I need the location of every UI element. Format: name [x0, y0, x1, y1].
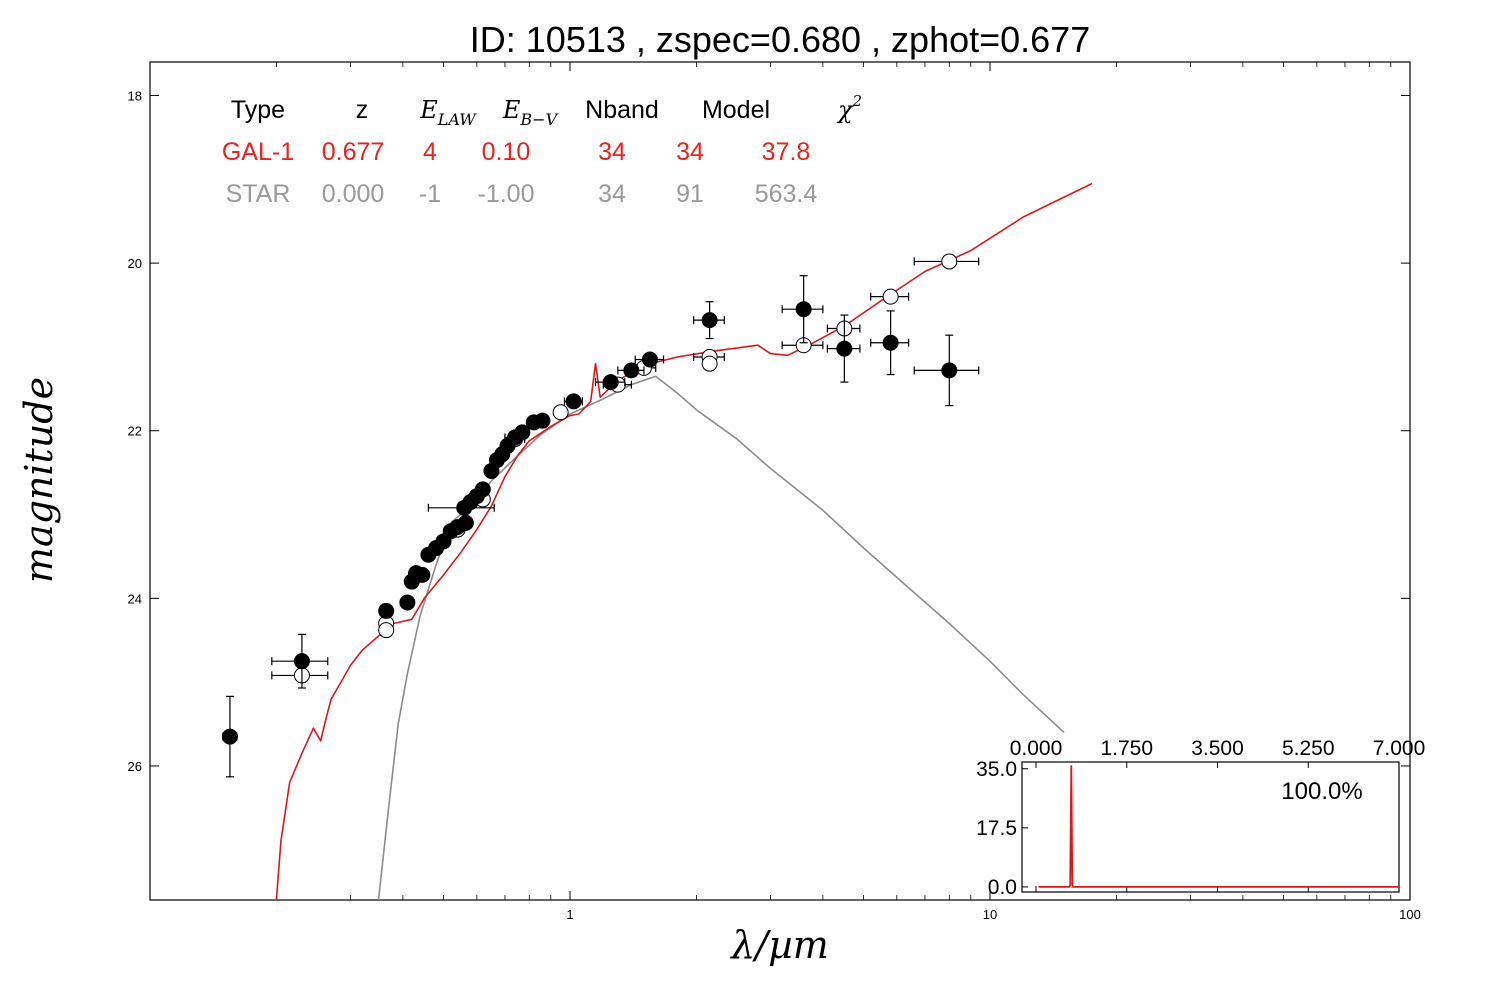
star-model-curve: [377, 375, 1065, 901]
x-tick-label: 100: [1399, 907, 1421, 922]
observed-point: [836, 340, 853, 357]
table-header-z: z: [356, 96, 369, 124]
inset-y-tick-label: 35.0: [976, 758, 1017, 781]
table-rows: GAL-1 0.677 4 0.10 34 34 37.8 STAR 0.000 -1 -1.00 3…: [222, 138, 818, 208]
observed-magnitude-points: [221, 275, 980, 778]
table-cell: 37.8: [762, 138, 811, 166]
observed-point: [701, 312, 718, 329]
table-cell: STAR: [226, 180, 291, 208]
inset-x-tick-label: 3.500: [1191, 737, 1244, 760]
observed-point: [641, 351, 658, 368]
main-plot: 1 10 100 18 20 22 24 26: [128, 61, 1421, 922]
table-cell: 34: [598, 138, 626, 166]
inset-x-tick-label: 5.250: [1282, 737, 1335, 760]
y-tick-label: 24: [128, 591, 142, 606]
table-header-chi2: χ2: [836, 92, 862, 124]
y-axis-label: magnitude: [17, 377, 61, 583]
table-cell: 0.10: [482, 138, 531, 166]
model-point: [701, 355, 718, 372]
axis-ticks: 1 10 100 18 20 22 24 26: [128, 62, 1421, 922]
galaxy-model-curve: [275, 182, 1093, 901]
table-cell: GAL-1: [222, 138, 294, 166]
table-header-type: Type: [231, 96, 285, 124]
observed-point: [378, 602, 395, 619]
observed-point: [623, 362, 640, 379]
table-cell: -1: [419, 180, 441, 208]
y-tick-label: 18: [128, 89, 142, 104]
inset-y-tick-label: 0.0: [988, 876, 1017, 899]
model-point: [552, 404, 569, 421]
observed-point: [795, 301, 812, 318]
chart-title: ID: 10513 , zspec=0.680 , zphot=0.677: [470, 19, 1090, 60]
table-cell: 34: [598, 180, 626, 208]
model-point: [941, 253, 958, 270]
observed-point: [414, 566, 431, 583]
table-header-ebv: EB−V: [502, 96, 559, 129]
inset-axis-ticks: 0.000 1.750 3.500 5.250 7.000 0.0 17.5 35.0: [976, 737, 1425, 899]
observed-point: [941, 362, 958, 379]
observed-point: [399, 594, 416, 611]
model-point: [882, 288, 899, 305]
inset-pdz-plot: 0.000 1.750 3.500 5.250 7.000 0.0 17.5 35.0 100…: [976, 737, 1425, 899]
table-cell: -1.00: [478, 180, 535, 208]
inset-x-tick-label: 0.000: [1010, 737, 1063, 760]
observed-point: [474, 481, 491, 498]
observed-point: [514, 424, 531, 441]
pdz-line: [1038, 765, 1399, 888]
y-tick-label: 22: [128, 424, 142, 439]
table-cell: 0.000: [322, 180, 385, 208]
observed-point: [534, 412, 551, 429]
table-cell: 563.4: [755, 180, 818, 208]
observed-point: [882, 334, 899, 351]
table-cell: 0.677: [322, 138, 385, 166]
fit-results-table: Type z ELAW EB−V Nband Model χ2 GAL-1 0.6…: [222, 92, 862, 208]
inset-pdz-curve: [1038, 765, 1399, 888]
observed-point: [565, 393, 582, 410]
model-point: [378, 622, 395, 639]
table-header-elaw: ELAW: [419, 96, 477, 129]
x-axis-label: λ/µm: [729, 923, 829, 967]
x-tick-label: 10: [983, 907, 997, 922]
model-magnitude-points: [271, 253, 980, 684]
observed-point: [457, 514, 474, 531]
y-tick-label: 20: [128, 256, 142, 271]
inset-x-tick-label: 1.750: [1100, 737, 1153, 760]
observed-point: [221, 728, 238, 745]
observed-point: [293, 653, 310, 670]
star-model-line: [377, 375, 1065, 901]
inset-x-tick-label: 7.000: [1373, 737, 1426, 760]
galaxy-model-line: [275, 182, 1093, 901]
y-tick-label: 26: [128, 759, 142, 774]
table-cell: 4: [423, 138, 437, 166]
table-header-nband: Nband: [585, 96, 659, 124]
inset-frame: [1021, 761, 1400, 893]
inset-y-tick-label: 17.5: [976, 817, 1017, 840]
table-header-model: Model: [702, 96, 770, 124]
table-cell: 91: [676, 180, 704, 208]
inset-percent-label: 100.0%: [1281, 778, 1362, 805]
observed-point: [602, 374, 619, 391]
table-cell: 34: [676, 138, 704, 166]
x-tick-label: 1: [566, 907, 573, 922]
plot-frame: [149, 61, 1411, 901]
